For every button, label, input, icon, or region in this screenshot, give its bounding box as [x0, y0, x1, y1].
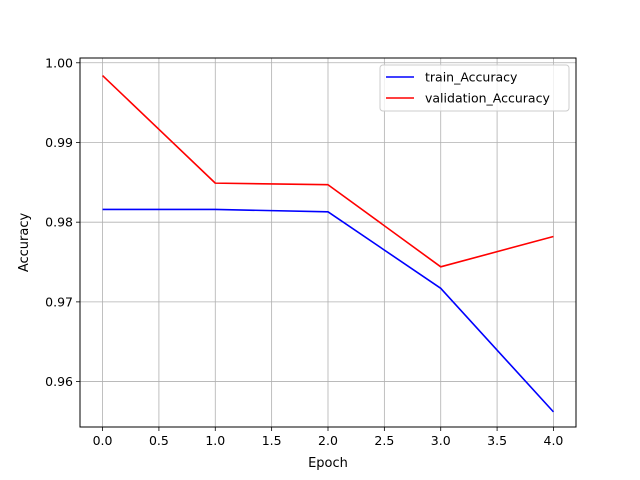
y-tick-label: 0.99	[45, 135, 73, 150]
y-tick-label: 0.97	[45, 294, 73, 309]
x-axis-ticks: 0.0 0.5 1.0 1.5 2.0 2.5 3.0 3.5 4.0	[93, 427, 564, 448]
x-tick-label: 1.5	[262, 433, 282, 448]
y-tick-label: 0.96	[45, 374, 73, 389]
legend: train_Accuracy validation_Accuracy	[379, 64, 570, 112]
legend-label: validation_Accuracy	[425, 91, 550, 106]
series-line-0	[102, 208, 555, 413]
x-tick-label: 0.5	[149, 433, 169, 448]
x-tick-label: 0.0	[93, 433, 113, 448]
x-tick-label: 3.0	[431, 433, 451, 448]
legend-label: train_Accuracy	[425, 70, 518, 85]
x-tick-label: 2.5	[374, 433, 394, 448]
series-lines	[101, 74, 555, 413]
x-tick-label: 2.0	[318, 433, 338, 448]
x-tick-label: 3.5	[487, 433, 507, 448]
legend-box	[379, 64, 570, 112]
x-tick-label: 4.0	[544, 433, 564, 448]
series-line-1	[101, 74, 554, 268]
x-tick-label: 1.0	[205, 433, 225, 448]
y-tick-label: 1.00	[45, 55, 73, 70]
grid	[80, 58, 576, 427]
y-axis-ticks: 0.96 0.97 0.98 0.99 1.00	[45, 55, 80, 389]
y-axis-label: Accuracy	[17, 213, 32, 273]
y-tick-label: 0.98	[45, 215, 73, 230]
x-axis-label: Epoch	[308, 456, 348, 471]
